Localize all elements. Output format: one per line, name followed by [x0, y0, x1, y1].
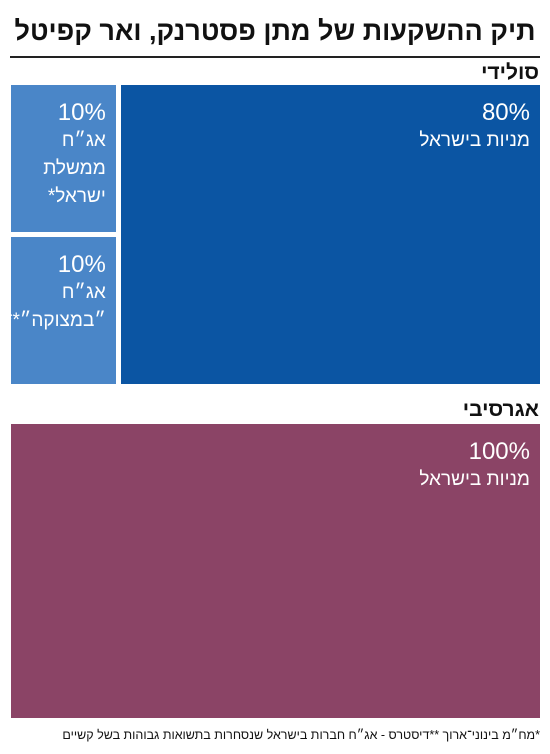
value-label: 10%: [57, 251, 106, 278]
treemap-cell: 10% אג״ח ממשלת ישראל*: [11, 85, 116, 232]
treemap-cell: 80% מניות בישראל: [120, 85, 540, 384]
category-label: מניות בישראל: [419, 469, 530, 490]
footnote: *מח״מ בינוני־ארוך **דיסטרס - אג״ח חברות …: [62, 728, 540, 742]
section-title: אגרסיבי: [462, 398, 539, 421]
category-label: מניות בישראל: [419, 130, 530, 151]
treemap-cell: 100% מניות בישראל: [11, 424, 540, 718]
page-title: תיק ההשקעות של מתן פסטרנק, ואר קפיטל: [14, 16, 536, 46]
category-label: אג״ח ממשלת ישראל*: [43, 130, 106, 207]
category-label: אג״ח ״במצוקה״**: [11, 282, 106, 331]
value-label: 10%: [57, 99, 106, 126]
value-label: 80%: [481, 99, 530, 126]
treemap-cell: 10% אג״ח ״במצוקה״**: [11, 237, 116, 384]
title-rule: [10, 56, 540, 58]
value-label: 100%: [468, 438, 530, 465]
section-title: סולידי: [481, 61, 539, 84]
